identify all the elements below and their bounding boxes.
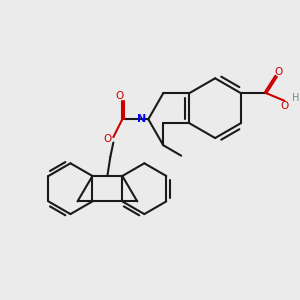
Text: H: H bbox=[292, 93, 299, 103]
Text: N: N bbox=[137, 114, 146, 124]
Text: O: O bbox=[274, 67, 283, 77]
Text: O: O bbox=[280, 101, 288, 111]
Text: O: O bbox=[104, 134, 112, 144]
Text: O: O bbox=[115, 91, 124, 101]
